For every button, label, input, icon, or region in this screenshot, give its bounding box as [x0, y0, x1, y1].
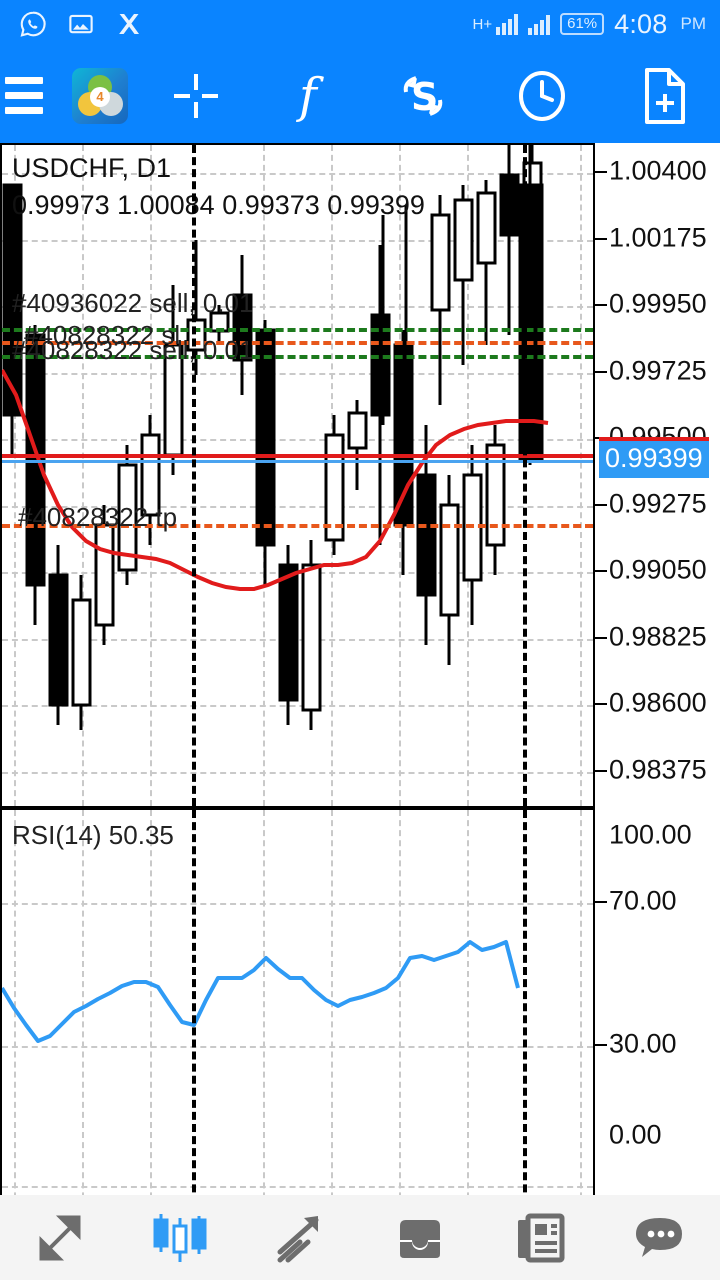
price-axis-label: 0.98375: [609, 754, 707, 785]
app-logo-icon[interactable]: 4: [72, 67, 128, 124]
symbol-label: USDCHF, D1: [12, 153, 172, 183]
chart-area[interactable]: USDCHF, D1 0.99973 1.00084 0.99373 0.993…: [0, 143, 720, 1280]
order-label-sl-40828322[interactable]: #40828322 sl: [24, 320, 181, 350]
add-chart-button[interactable]: [610, 48, 720, 143]
price-axis-label: 1.00175: [609, 222, 707, 253]
price-axis: 1.00400 1.00175 0.99950 0.99725 0.99500 …: [595, 143, 720, 1153]
clock-time: 4:08: [614, 8, 668, 39]
chat-bubble-icon: [630, 1208, 690, 1268]
order-line-entry-orange-upper: [2, 341, 593, 345]
rsi-axis-label: 100.00: [609, 819, 692, 850]
rsi-label: RSI(14) 50.35: [12, 820, 174, 850]
clock-icon: [514, 68, 570, 124]
rsi-line-series: [2, 940, 520, 1043]
new-order-button[interactable]: S: [373, 48, 473, 143]
indicators-button[interactable]: f: [265, 48, 355, 143]
timeframe-button[interactable]: [492, 48, 592, 143]
candlestick-series: [2, 145, 549, 730]
rsi-indicator-pane[interactable]: RSI(14) 50.35: [0, 808, 595, 1280]
price-axis-label: 0.99275: [609, 488, 707, 519]
price-axis-label: 0.99725: [609, 355, 707, 386]
charts-button[interactable]: [120, 1208, 240, 1268]
history-button[interactable]: [360, 1208, 480, 1268]
news-button[interactable]: [480, 1208, 600, 1268]
order-line-tp-orange-lower: [2, 524, 593, 528]
rsi-period-separator-line-2: [523, 810, 527, 1280]
price-axis-label: 1.00400: [609, 155, 707, 186]
rsi-axis-label: 70.00: [609, 885, 677, 916]
ask-price-line: [2, 454, 593, 458]
crosshair-icon: [168, 68, 224, 124]
order-label-tp-40828322[interactable]: #40828322 tp: [18, 502, 178, 532]
ohlc-label: 0.99973 1.00084 0.99373 0.99399: [12, 190, 425, 220]
clock-ampm: PM: [680, 14, 707, 33]
price-axis-label: 0.99050: [609, 554, 707, 585]
rsi-axis-label: 0.00: [609, 1119, 662, 1150]
price-axis-label: 0.99950: [609, 288, 707, 319]
app-logo-label: 4: [90, 86, 110, 107]
rsi-period-separator-line-1: [192, 810, 196, 1280]
period-separator-line-2: [523, 145, 527, 806]
price-axis-label: 0.98600: [609, 687, 707, 718]
quotes-arrows-icon: [30, 1208, 90, 1268]
hamburger-icon: [5, 77, 49, 114]
inbox-icon: [390, 1208, 450, 1268]
new-document-icon: [639, 66, 691, 126]
trend-up-icon: [270, 1208, 330, 1268]
signal-icon-2: [528, 13, 551, 35]
order-label-sell-40936022[interactable]: #40936022 sell, 0.01: [12, 288, 254, 318]
trade-dollar-icon: S: [393, 68, 453, 124]
order-label-sell-40828322[interactable]: #40828322 sell, 0.01: [12, 335, 254, 365]
order-line-sl-green-lower: [2, 355, 593, 359]
bottom-navigation-bar: [0, 1195, 720, 1280]
status-bar-indicators: H+ 61% 4:08 PM: [473, 9, 720, 40]
candlestick-icon: [149, 1208, 211, 1268]
x-app-icon: [114, 9, 144, 39]
messages-button[interactable]: [600, 1208, 720, 1268]
svg-text:f: f: [296, 68, 324, 124]
crosshair-button[interactable]: [146, 48, 246, 143]
current-price-tag[interactable]: 0.99399: [599, 437, 709, 478]
gallery-icon: [66, 9, 96, 39]
signal-icon: [496, 13, 519, 35]
price-axis-label: 0.98825: [609, 621, 707, 652]
order-line-tp-green-upper: [2, 328, 593, 332]
rsi-axis-label: 30.00: [609, 1028, 677, 1059]
function-f-icon: f: [287, 66, 333, 126]
menu-button[interactable]: [0, 48, 60, 143]
app-toolbar: 4 f S: [0, 48, 720, 143]
battery-icon: 61%: [560, 13, 605, 35]
price-chart-pane[interactable]: USDCHF, D1 0.99973 1.00084 0.99373 0.993…: [0, 143, 595, 808]
news-icon: [510, 1208, 570, 1268]
period-separator-line-1: [192, 145, 196, 806]
bid-price-line: [2, 460, 593, 463]
status-bar: H+ 61% 4:08 PM: [0, 0, 720, 48]
whatsapp-icon: [18, 9, 48, 39]
network-type-label: H+: [472, 15, 493, 33]
trade-button[interactable]: [240, 1208, 360, 1268]
status-bar-notifications: [0, 9, 144, 39]
quotes-button[interactable]: [0, 1208, 120, 1268]
